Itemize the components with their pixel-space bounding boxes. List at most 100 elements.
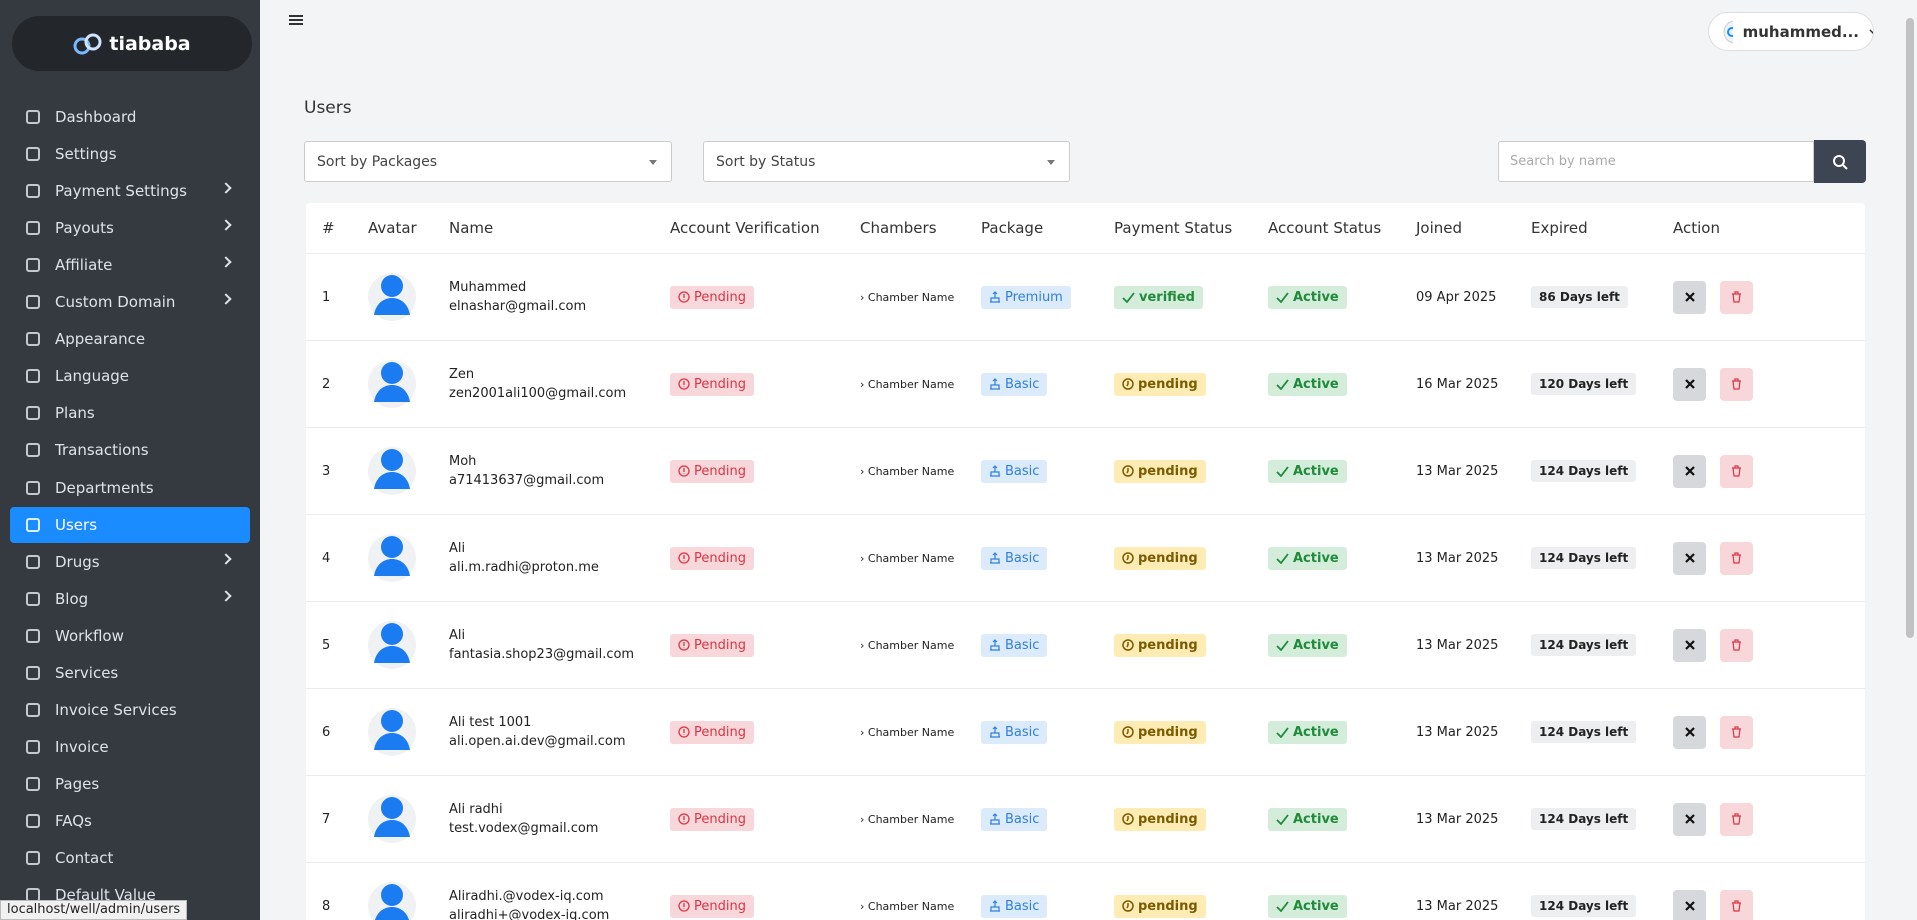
search-button[interactable]: [1814, 140, 1866, 183]
menu-item[interactable]: Appearance: [10, 321, 250, 357]
badge: Basic: [981, 807, 1048, 831]
user-menu[interactable]: muhammed...: [1708, 12, 1874, 51]
delete-button[interactable]: [1720, 454, 1753, 488]
icon: [368, 267, 416, 323]
menu-item[interactable]: Language: [10, 358, 250, 394]
search-input[interactable]: Search by name: [1498, 141, 1814, 182]
brand-logo[interactable]: tiababa: [12, 16, 252, 71]
action-cell: [1673, 280, 1865, 314]
scrollbar[interactable]: [1906, 18, 1914, 638]
icon: [1122, 552, 1134, 564]
badge-text: verified: [1139, 289, 1195, 305]
verification-cell: Pending: [670, 894, 860, 918]
menu-item[interactable]: Users: [10, 506, 250, 543]
menu-item[interactable]: Dashboard: [10, 99, 250, 135]
badge: Premium: [981, 285, 1071, 309]
package-cell: Basic: [981, 372, 1114, 396]
badge: Basic: [981, 372, 1048, 396]
menu-item[interactable]: Custom Domain: [10, 284, 250, 320]
menu-label: Departments: [55, 478, 154, 497]
delete-button[interactable]: [1720, 367, 1753, 401]
deactivate-button[interactable]: [1673, 889, 1706, 920]
user-email: a71413637@gmail.com: [449, 473, 605, 488]
icon: [1122, 378, 1134, 390]
deactivate-button[interactable]: [1673, 628, 1706, 662]
delete-button[interactable]: [1720, 802, 1753, 836]
badge-text: Pending: [694, 289, 746, 305]
menu-item[interactable]: Drugs: [10, 544, 250, 580]
deactivate-button[interactable]: [1673, 715, 1706, 749]
menu-item[interactable]: Blog: [10, 581, 250, 617]
status-cell: Active: [1268, 720, 1416, 744]
delete-button[interactable]: [1720, 715, 1753, 749]
chamber-name: Chamber Name: [867, 725, 955, 739]
submenu-arrow: [220, 182, 232, 194]
icon: [1122, 900, 1134, 912]
menu-item[interactable]: Payouts: [10, 210, 250, 246]
badge: 124 Days left: [1531, 808, 1637, 830]
delete-button[interactable]: [1720, 628, 1753, 662]
badge: Basic: [981, 546, 1048, 570]
user-email: aliradhi+@vodex-iq.com: [449, 908, 610, 920]
user-email: ali.open.ai.dev@gmail.com: [449, 734, 626, 749]
avatar-cell: [368, 876, 449, 920]
column-header: Account Verification: [670, 219, 820, 237]
row-index: 3: [322, 463, 331, 479]
menu-item[interactable]: Settings: [10, 136, 250, 172]
chamber-cell: › Chamber Name: [860, 464, 955, 478]
badge-text: Pending: [694, 637, 746, 653]
package-filter[interactable]: Sort by Packages: [304, 141, 672, 182]
icon: [1122, 813, 1134, 825]
menu-label: Drugs: [55, 552, 100, 571]
menu-item[interactable]: Payment Settings: [10, 173, 250, 209]
menu-label: Default Value: [55, 886, 156, 905]
menu-icon: [26, 406, 40, 421]
menu-label: Appearance: [55, 330, 146, 349]
badge-text: Basic: [1005, 376, 1040, 392]
badge: 124 Days left: [1531, 460, 1637, 482]
delete-button[interactable]: [1720, 541, 1753, 575]
menu-toggle[interactable]: [289, 13, 303, 27]
menu-item[interactable]: Services: [10, 655, 250, 691]
badge-text: pending: [1138, 898, 1198, 914]
package-cell: Premium: [981, 285, 1114, 309]
column-header: Account Status: [1268, 219, 1382, 237]
payment-cell: pending: [1114, 807, 1268, 831]
badge-text: Pending: [694, 376, 746, 392]
menu-item[interactable]: Plans: [10, 395, 250, 431]
delete-button[interactable]: [1720, 280, 1753, 314]
menu-item[interactable]: Pages: [10, 766, 250, 802]
payment-cell: pending: [1114, 459, 1268, 483]
status-filter[interactable]: Sort by Status: [703, 141, 1070, 182]
badge-text: 124 Days left: [1539, 638, 1629, 652]
icon: [989, 900, 1001, 912]
deactivate-button[interactable]: [1673, 367, 1706, 401]
menu-item[interactable]: Departments: [10, 470, 250, 506]
menu-item[interactable]: FAQs: [10, 803, 250, 839]
table-header: # Avatar Name Account Verification Chambers P…: [306, 203, 1865, 254]
badge-text: 124 Days left: [1539, 464, 1629, 478]
badge-text: Basic: [1005, 550, 1040, 566]
badge-text: Basic: [1005, 463, 1040, 479]
column-header: Payment Status: [1114, 219, 1233, 237]
menu-item[interactable]: Transactions: [10, 432, 250, 468]
submenu-arrow: [220, 293, 232, 305]
badge-text: pending: [1138, 811, 1198, 827]
menu-item[interactable]: Invoice: [10, 729, 250, 765]
menu-item[interactable]: Affiliate: [10, 247, 250, 283]
menu-label: Transactions: [55, 441, 149, 460]
menu-label: Blog: [55, 589, 89, 608]
chamber-name: Chamber Name: [867, 464, 955, 478]
icon: [678, 378, 690, 390]
delete-button[interactable]: [1720, 889, 1753, 920]
deactivate-button[interactable]: [1673, 541, 1706, 575]
deactivate-button[interactable]: [1673, 802, 1706, 836]
joined-date: 13 Mar 2025: [1416, 724, 1499, 740]
badge-text: pending: [1138, 376, 1198, 392]
deactivate-button[interactable]: [1673, 454, 1706, 488]
chamber-cell: › Chamber Name: [860, 377, 955, 391]
menu-item[interactable]: Workflow: [10, 618, 250, 654]
menu-item[interactable]: Contact: [10, 840, 250, 876]
menu-item[interactable]: Invoice Services: [10, 692, 250, 728]
deactivate-button[interactable]: [1673, 280, 1706, 314]
